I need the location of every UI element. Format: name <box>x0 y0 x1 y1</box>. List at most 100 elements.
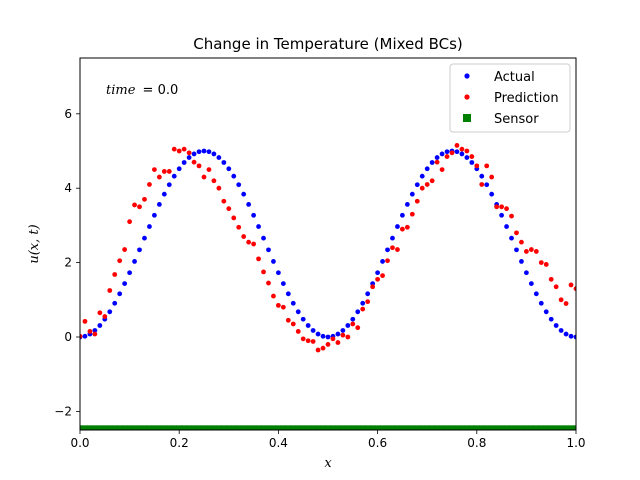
sensor-point <box>245 425 252 430</box>
prediction-point <box>469 154 475 159</box>
prediction-point <box>152 167 157 173</box>
prediction-point <box>484 163 490 169</box>
prediction-point <box>424 182 430 187</box>
actual-point <box>186 155 192 160</box>
actual-point <box>568 333 574 339</box>
actual-point <box>276 270 281 276</box>
prediction-point <box>221 198 227 204</box>
prediction-point <box>528 247 534 252</box>
actual-point <box>444 149 450 155</box>
sensor-point <box>350 425 356 430</box>
prediction-point <box>102 314 108 319</box>
x-tick-label: 0.0 <box>70 436 89 450</box>
prediction-point <box>454 143 460 148</box>
prediction-point <box>509 213 514 219</box>
sensor-point <box>345 425 351 430</box>
prediction-point <box>439 167 445 173</box>
prediction-point <box>548 276 554 282</box>
actual-point <box>117 291 123 297</box>
prediction-point <box>142 196 147 202</box>
x-tick-label: 0.4 <box>269 436 288 450</box>
sensor-point <box>265 425 272 430</box>
actual-point <box>350 316 356 322</box>
prediction-point <box>231 215 237 221</box>
sensor-point <box>335 425 341 430</box>
actual-point <box>558 328 564 333</box>
prediction-point <box>80 333 83 339</box>
actual-point <box>161 191 167 197</box>
actual-point <box>82 333 88 339</box>
prediction-point <box>241 234 247 239</box>
actual-point <box>191 151 197 157</box>
prediction-point <box>499 204 504 210</box>
actual-point <box>365 291 371 297</box>
sensor-point <box>146 425 153 430</box>
sensor-point <box>449 425 455 430</box>
sensor-point <box>538 425 545 430</box>
actual-point <box>553 323 559 328</box>
legend-marker-sensor <box>463 114 471 122</box>
actual-point <box>409 191 415 197</box>
actual-point <box>563 331 569 337</box>
prediction-point <box>474 163 480 169</box>
prediction-point <box>489 174 495 180</box>
sensor-point <box>464 425 470 430</box>
sensor-point <box>235 425 242 430</box>
sensor-point <box>201 425 207 430</box>
actual-point <box>404 202 410 207</box>
prediction-point <box>196 163 202 169</box>
prediction-point <box>271 293 276 299</box>
actual-point <box>335 331 341 337</box>
prediction-point <box>117 258 123 264</box>
sensor-point <box>80 425 83 430</box>
y-axis-label: u(x, t) <box>27 224 42 263</box>
prediction-point <box>434 159 440 165</box>
plot-markers <box>80 143 576 430</box>
sensor-point <box>102 425 108 430</box>
sensor-point <box>191 425 197 430</box>
actual-point <box>181 160 187 165</box>
actual-point <box>295 309 301 315</box>
actual-point <box>320 333 326 339</box>
prediction-point <box>558 297 564 303</box>
prediction-point <box>543 262 549 267</box>
time-annotation-value: = 0.0 <box>143 83 179 98</box>
sensor-point <box>221 425 227 430</box>
actual-point <box>355 309 361 315</box>
sensor-point <box>211 425 217 430</box>
sensor-point <box>156 425 163 430</box>
sensor-point <box>230 425 237 430</box>
prediction-point <box>305 338 311 344</box>
sensor-point <box>126 425 133 430</box>
prediction-point <box>479 182 485 187</box>
sensor-point <box>131 425 138 430</box>
legend-marker-prediction <box>464 94 470 100</box>
sensor-point <box>171 425 178 430</box>
prediction-point <box>206 167 212 173</box>
prediction-point <box>290 321 296 327</box>
actual-point <box>429 160 435 165</box>
actual-point <box>538 300 544 306</box>
sensor-point <box>82 425 88 430</box>
sensor-point <box>315 425 321 430</box>
sensor-point <box>136 425 143 430</box>
prediction-point <box>375 276 380 282</box>
sensor-point <box>474 425 480 430</box>
actual-point <box>280 281 286 286</box>
actual-point <box>434 155 440 160</box>
actual-point <box>340 328 346 333</box>
actual-point <box>499 212 504 218</box>
time-annotation-label: time <box>106 83 136 98</box>
actual-point <box>211 151 217 157</box>
prediction-point <box>266 280 271 286</box>
prediction-point <box>147 182 152 187</box>
actual-point <box>176 166 182 172</box>
prediction-point <box>419 185 425 191</box>
prediction-point <box>161 169 167 174</box>
prediction-point <box>404 224 410 230</box>
actual-point <box>156 202 162 207</box>
prediction-point <box>429 178 435 184</box>
prediction-point <box>504 206 509 212</box>
sensor-point <box>364 425 371 430</box>
sensor-point <box>369 425 376 430</box>
